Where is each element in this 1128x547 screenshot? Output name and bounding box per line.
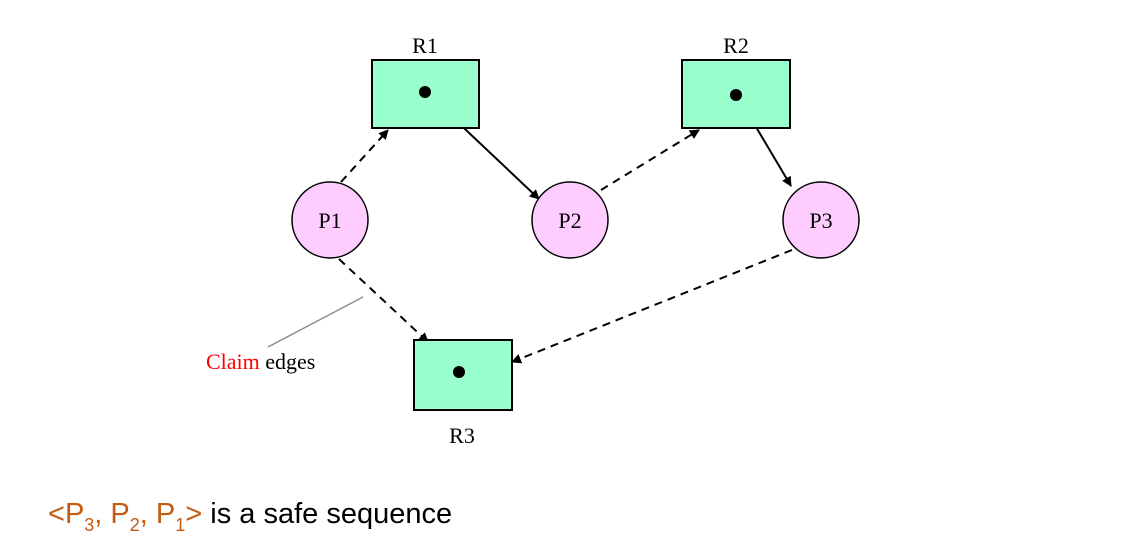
- process-p3: P3: [782, 181, 860, 259]
- seq-close-bracket: >: [185, 498, 203, 530]
- claim-edge-p1-r3: [338, 258, 429, 343]
- safe-sequence: <P3, P2, P1>: [48, 498, 203, 535]
- resource-instance-dot: [419, 86, 431, 98]
- seq-subscript-second: 2: [129, 515, 140, 535]
- seq-separator: ,: [139, 498, 156, 530]
- resource-label-r2: R2: [723, 33, 749, 58]
- claim-edges-annotation: Claim edges: [206, 349, 315, 374]
- seq-open-bracket: <: [48, 498, 65, 530]
- safe-sequence-text: is a safe sequence: [202, 498, 453, 530]
- claim-word: Claim: [206, 349, 260, 374]
- seq-p-first: P: [64, 498, 85, 530]
- process-label-p3: P3: [809, 208, 832, 233]
- process-label-p2: P2: [558, 208, 581, 233]
- process-p2: P2: [531, 181, 609, 259]
- resource-instance-dot: [730, 89, 742, 101]
- resource-r1: R1: [371, 33, 480, 129]
- edges-word: edges: [260, 349, 316, 374]
- seq-p-second: P: [110, 498, 130, 530]
- resource-label-r3: R3: [449, 423, 475, 448]
- seq-subscript-third: 1: [175, 515, 186, 535]
- resource-instance-dot: [453, 366, 465, 378]
- annotation-pointer: [267, 296, 364, 348]
- resource-r2: R2: [681, 33, 791, 129]
- seq-p-third: P: [155, 498, 176, 530]
- seq-separator: ,: [94, 498, 111, 530]
- resource-r3: R3: [413, 339, 513, 448]
- claim-edge-p2-r2: [600, 129, 700, 191]
- seq-subscript-first: 3: [84, 515, 95, 535]
- safe-sequence-caption: <P3, P2, P1> is a safe sequence: [48, 498, 453, 535]
- process-p1: P1: [291, 181, 369, 259]
- claim-edge-p1-r1: [340, 129, 389, 183]
- process-label-p1: P1: [318, 208, 341, 233]
- resource-label-r1: R1: [412, 33, 438, 58]
- claim-edge-p3-r3: [511, 249, 793, 364]
